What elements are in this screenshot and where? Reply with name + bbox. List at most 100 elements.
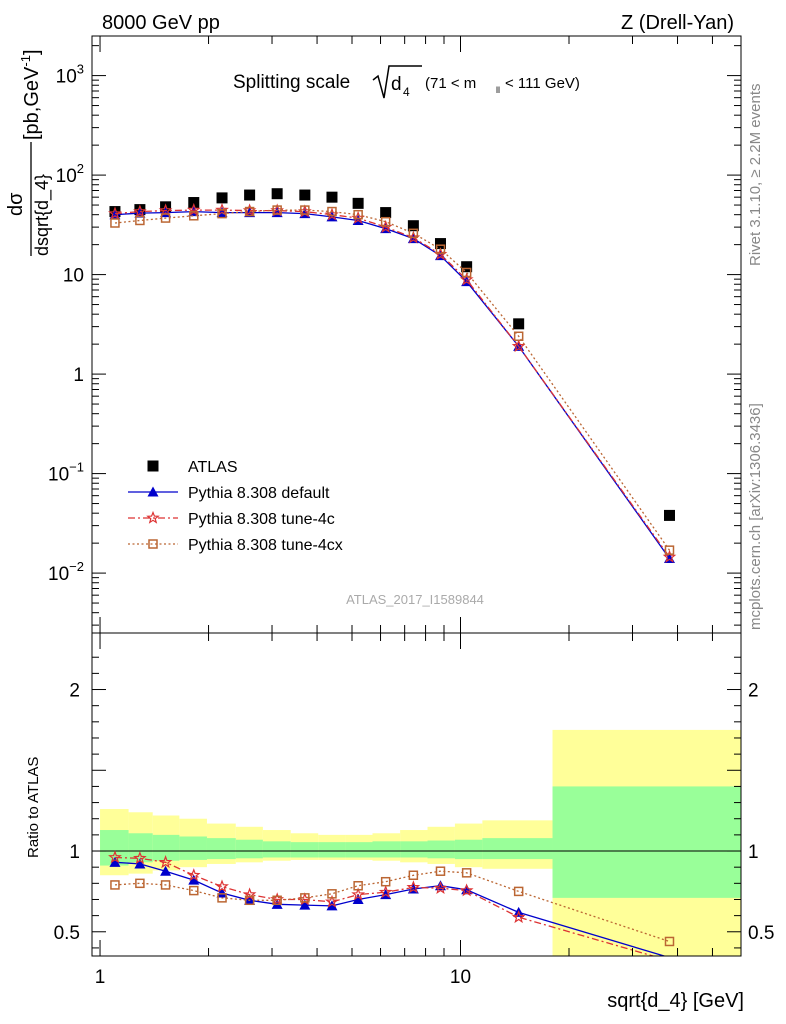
series-line	[114, 209, 671, 551]
ratio-y-label: Ratio to ATLAS	[25, 757, 42, 858]
data-point	[353, 209, 363, 220]
mcplots-label: mcplots.cern.ch [arXiv:1306.3436]	[747, 403, 764, 630]
data-point	[380, 207, 392, 219]
data-point	[408, 228, 419, 239]
data-point	[110, 218, 120, 228]
data-point	[300, 205, 310, 215]
legend: ATLAS Pythia 8.308 default Pythia 8.308 tu…	[128, 459, 343, 554]
data-point	[663, 509, 675, 521]
ratio-point	[327, 889, 337, 899]
y-tick-label: 10−1	[48, 460, 84, 486]
ratio-point	[216, 887, 228, 898]
ratio-y-tick-label: 0.5	[54, 923, 80, 944]
ratio-point	[459, 883, 474, 897]
uncertainty-band-inner	[290, 842, 319, 858]
series-pythia-8-308-tune-4cx	[110, 205, 675, 555]
ratio-point	[188, 874, 200, 885]
y-tick-label: 10−2	[48, 559, 84, 585]
ratio-plot: 0.5 0.5 1 1 2 2 1 10 Ratio to ATLAS sqrt{d_4} […	[25, 632, 774, 1012]
data-point	[662, 549, 677, 563]
uncertainty-band-inner	[179, 836, 207, 860]
title-symbol-sub: 4	[403, 85, 410, 99]
legend-marker	[147, 460, 159, 472]
ratio-point	[135, 878, 145, 889]
data-point	[327, 206, 337, 217]
ratio-point	[109, 856, 121, 867]
ratio-point	[433, 880, 448, 894]
legend-label: Pythia 8.308 default	[188, 485, 330, 502]
ratio-point	[352, 893, 364, 904]
data-point	[461, 261, 473, 273]
ratio-pythia-8-308-default	[109, 856, 667, 956]
energy-label: 8000 GeV pp	[102, 12, 220, 34]
data-point	[108, 206, 122, 220]
ratio-line	[114, 861, 667, 956]
ratio-point	[351, 887, 366, 901]
ratio-point	[215, 879, 229, 893]
data-point	[326, 191, 338, 203]
x-tick-label: 10	[450, 967, 471, 988]
legend-label: Pythia 8.308 tune-4cx	[188, 537, 343, 554]
data-point	[133, 204, 147, 218]
ratio-point	[511, 909, 526, 924]
data-point	[461, 267, 472, 278]
data-point	[272, 205, 282, 215]
y-label-denominator: dsqrt{d_4}	[32, 174, 53, 256]
data-point	[189, 211, 199, 221]
ratio-point	[299, 899, 311, 910]
data-point	[513, 331, 524, 342]
ratio-point	[189, 885, 199, 896]
ratio-line	[114, 856, 656, 956]
title-symbol: d	[391, 74, 402, 95]
series-pythia-8-308-tune-4c	[108, 202, 677, 563]
y-label-numerator: dσ	[5, 192, 27, 216]
data-point	[513, 318, 525, 330]
ratio-point	[380, 876, 391, 887]
legend-label: Pythia 8.308 tune-4c	[188, 511, 335, 528]
series-pythia-8-308-default	[109, 206, 675, 564]
series-line	[114, 209, 671, 558]
ratio-point	[133, 851, 147, 865]
y-tick-label: 10	[63, 266, 84, 287]
legend-marker	[146, 510, 160, 524]
ratio-point	[406, 880, 421, 894]
data-point	[299, 189, 311, 201]
ratio-point	[326, 900, 338, 911]
data-point	[160, 201, 172, 213]
ratio-y-tick-label: 2	[69, 681, 80, 702]
x-tick-label: 1	[95, 967, 106, 988]
data-point	[135, 215, 145, 226]
x-axis-label: sqrt{d_4} [GeV]	[607, 990, 744, 1012]
data-point	[244, 189, 256, 201]
uncertainty-band-inner	[318, 842, 346, 858]
ratio-point	[134, 858, 146, 869]
ratio-point	[325, 894, 339, 908]
data-point	[271, 188, 283, 200]
ratio-point	[186, 868, 201, 882]
ratio-frame	[91, 632, 742, 957]
data-point	[664, 545, 675, 555]
y-label-unit: [pb,GeV-1]	[18, 49, 43, 140]
uncertainty-band-inner	[427, 840, 455, 859]
ratio-line	[114, 870, 670, 943]
data-point	[160, 213, 171, 223]
ratio-point	[160, 880, 171, 890]
uncertainty-band-inner	[372, 841, 401, 858]
y-tick-label: 1	[73, 365, 84, 386]
uncertainty-band-inner	[400, 841, 428, 858]
process-label: Z (Drell-Yan)	[621, 12, 734, 34]
uncertainty-band-inner	[206, 838, 236, 860]
title-range-post: < 111 GeV)	[505, 75, 580, 92]
data-point	[244, 206, 255, 217]
plot-title: Splitting scale d 4 (71 < m ll < 111 GeV…	[233, 65, 580, 99]
data-point	[380, 216, 391, 227]
data-point	[158, 203, 173, 217]
legend-marker	[147, 486, 159, 497]
data-point	[352, 197, 364, 209]
ratio-point	[513, 886, 524, 897]
analysis-label: ATLAS_2017_I1589844	[346, 592, 484, 607]
y-tick-label: 103	[56, 62, 84, 88]
ratio-point	[160, 865, 172, 876]
